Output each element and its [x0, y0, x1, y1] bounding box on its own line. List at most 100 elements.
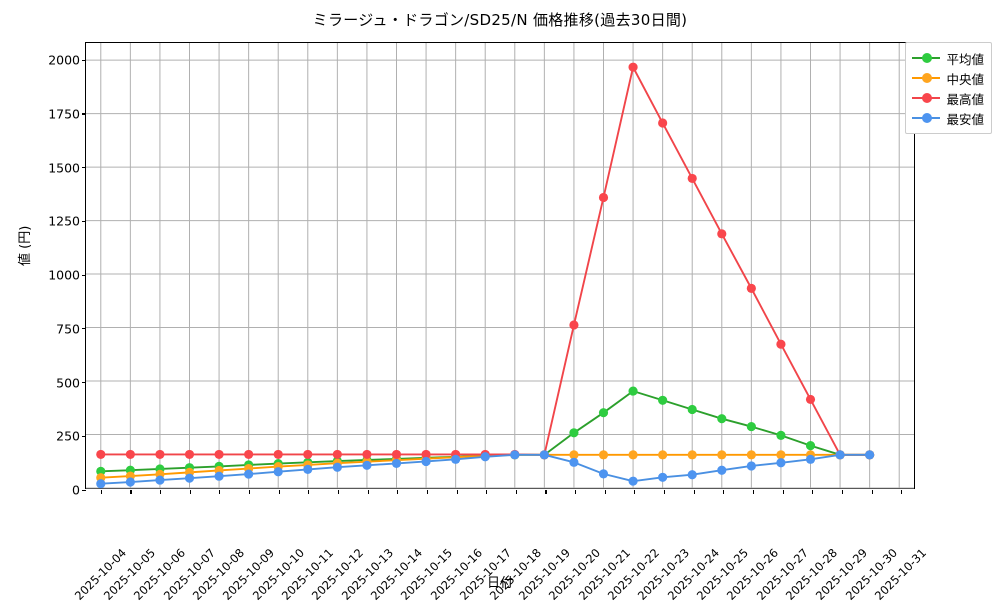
- data-point: [214, 449, 224, 459]
- data-point: [569, 428, 579, 438]
- x-tick-mark: [249, 490, 251, 494]
- data-point: [805, 394, 816, 405]
- legend-marker-icon: [912, 91, 941, 105]
- gridlines: [86, 43, 914, 489]
- data-point: [598, 469, 609, 479]
- x-tick-mark: [189, 490, 191, 494]
- x-tick-mark: [367, 490, 369, 494]
- data-point: [303, 464, 313, 474]
- x-tick-mark: [812, 490, 814, 494]
- x-tick-mark: [693, 490, 695, 494]
- x-tick-mark: [634, 490, 636, 494]
- data-point: [510, 450, 520, 460]
- data-point: [805, 441, 816, 451]
- legend-marker-icon: [912, 51, 941, 65]
- data-point: [569, 457, 579, 467]
- y-tick-mark: [82, 328, 86, 330]
- data-point: [214, 471, 224, 481]
- data-point: [362, 449, 372, 459]
- data-point: [155, 475, 165, 485]
- y-tick-label: 750: [56, 321, 80, 337]
- legend-item[interactable]: 平均値: [912, 48, 984, 68]
- data-point: [569, 450, 579, 460]
- legend-item[interactable]: 最安値: [912, 108, 984, 128]
- data-point: [96, 449, 106, 459]
- data-point: [776, 450, 786, 460]
- x-tick-mark: [723, 490, 725, 494]
- data-point: [687, 450, 697, 460]
- data-series-layer: [96, 62, 875, 489]
- data-point: [598, 408, 609, 418]
- data-point: [421, 449, 431, 459]
- plot-area: 0 250 500 750 1000 1250 1500 1750 2000 2025-10-0…: [48, 42, 929, 603]
- data-point: [273, 449, 283, 459]
- data-point: [96, 479, 106, 489]
- x-tick-mark: [130, 490, 132, 494]
- x-tick-mark: [841, 490, 843, 494]
- legend-marker-icon: [912, 71, 941, 85]
- data-point: [717, 229, 727, 239]
- data-point: [303, 449, 313, 459]
- x-tick-mark: [575, 490, 577, 494]
- data-point: [125, 477, 135, 487]
- legend-dot-icon: [921, 73, 932, 83]
- data-point: [717, 465, 727, 475]
- x-axis-label: 日付: [486, 576, 513, 591]
- data-point: [273, 467, 283, 477]
- y-tick-label: 1500: [48, 160, 80, 176]
- x-tick-mark: [397, 490, 399, 494]
- x-tick-mark: [426, 490, 428, 494]
- data-point: [658, 118, 668, 128]
- legend-label: 中央値: [946, 71, 984, 87]
- y-axis-label: 値 (円): [18, 225, 33, 266]
- y-tick-mark: [82, 435, 86, 437]
- data-point: [569, 320, 579, 330]
- data-point: [391, 449, 402, 459]
- data-point: [451, 454, 461, 464]
- x-tick-mark: [100, 490, 102, 494]
- legend-dot-icon: [921, 113, 932, 123]
- y-tick-label: 500: [56, 375, 80, 391]
- y-tick-mark: [82, 489, 86, 491]
- x-tick-mark: [901, 490, 903, 494]
- y-tick-mark: [82, 167, 86, 169]
- data-point: [658, 472, 668, 482]
- x-tick-mark: [160, 490, 162, 494]
- legend-dot-icon: [921, 53, 932, 63]
- data-point: [687, 470, 697, 480]
- legend-item[interactable]: 最高値: [912, 88, 984, 108]
- legend-item[interactable]: 中央値: [912, 68, 984, 88]
- data-point: [391, 458, 402, 468]
- series-line: [99, 66, 871, 456]
- x-tick-mark: [782, 490, 784, 494]
- data-point: [244, 469, 254, 479]
- data-point: [805, 454, 816, 464]
- data-point: [362, 460, 372, 470]
- y-tick-label: 1250: [48, 213, 80, 229]
- data-point: [628, 386, 638, 396]
- data-point: [598, 192, 609, 203]
- data-point: [658, 395, 668, 405]
- y-tick-mark: [82, 113, 86, 115]
- y-tick-mark: [82, 220, 86, 222]
- data-point: [717, 414, 727, 424]
- data-point: [628, 450, 638, 460]
- data-point: [776, 430, 786, 440]
- data-point: [155, 449, 165, 459]
- data-point: [125, 449, 135, 459]
- y-tick-label: 0: [72, 482, 80, 498]
- data-point: [332, 462, 342, 472]
- x-tick-mark: [278, 490, 280, 494]
- legend-marker-icon: [912, 111, 941, 125]
- x-tick-mark: [664, 490, 666, 494]
- y-tick-label: 2000: [48, 52, 80, 68]
- data-point: [717, 450, 727, 460]
- x-tick-mark: [515, 490, 517, 494]
- data-point: [658, 450, 668, 460]
- data-point: [598, 450, 609, 460]
- x-tick-mark: [219, 490, 221, 494]
- legend-dot-icon: [921, 93, 932, 103]
- data-point: [746, 422, 756, 432]
- data-point: [746, 461, 756, 471]
- data-point: [687, 404, 697, 415]
